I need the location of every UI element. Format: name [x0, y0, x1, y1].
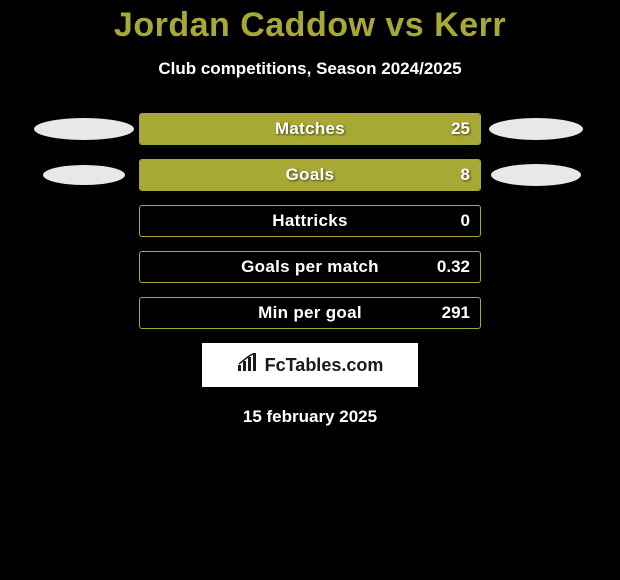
- stat-row: Min per goal 291: [0, 297, 620, 329]
- stat-label: Matches: [140, 119, 480, 139]
- logo-text: FcTables.com: [265, 355, 384, 376]
- stat-label: Goals per match: [140, 257, 480, 277]
- logo-box: FcTables.com: [202, 343, 418, 387]
- stat-row: Goals per match 0.32: [0, 251, 620, 283]
- right-ellipse: [489, 118, 583, 140]
- right-shape-slot: [481, 159, 591, 191]
- stat-row: Goals 8: [0, 159, 620, 191]
- left-ellipse: [34, 118, 134, 140]
- left-shape-slot: [29, 297, 139, 329]
- stat-row: Matches 25: [0, 113, 620, 145]
- stat-value: 0.32: [437, 257, 470, 277]
- left-shape-slot: [29, 205, 139, 237]
- left-shape-slot: [29, 113, 139, 145]
- stat-value: 8: [461, 165, 470, 185]
- bar-chart-icon: [237, 353, 259, 378]
- right-shape-slot: [481, 297, 591, 329]
- left-ellipse: [43, 165, 125, 185]
- right-shape-slot: [481, 113, 591, 145]
- stat-bar: Matches 25: [139, 113, 481, 145]
- stat-label: Goals: [140, 165, 480, 185]
- stats-list: Matches 25 Goals 8: [0, 113, 620, 329]
- stat-bar: Goals per match 0.32: [139, 251, 481, 283]
- stat-label: Hattricks: [140, 211, 480, 231]
- right-shape-slot: [481, 205, 591, 237]
- left-shape-slot: [29, 251, 139, 283]
- stat-label: Min per goal: [140, 303, 480, 323]
- right-ellipse: [491, 164, 581, 186]
- stat-value: 0: [461, 211, 470, 231]
- page-title: Jordan Caddow vs Kerr: [0, 6, 620, 45]
- stat-bar: Min per goal 291: [139, 297, 481, 329]
- stat-value: 291: [442, 303, 470, 323]
- stat-bar: Goals 8: [139, 159, 481, 191]
- date-label: 15 february 2025: [0, 407, 620, 427]
- right-shape-slot: [481, 251, 591, 283]
- left-shape-slot: [29, 159, 139, 191]
- subtitle: Club competitions, Season 2024/2025: [0, 59, 620, 79]
- stat-value: 25: [451, 119, 470, 139]
- stat-row: Hattricks 0: [0, 205, 620, 237]
- stat-bar: Hattricks 0: [139, 205, 481, 237]
- comparison-card: Jordan Caddow vs Kerr Club competitions,…: [0, 0, 620, 427]
